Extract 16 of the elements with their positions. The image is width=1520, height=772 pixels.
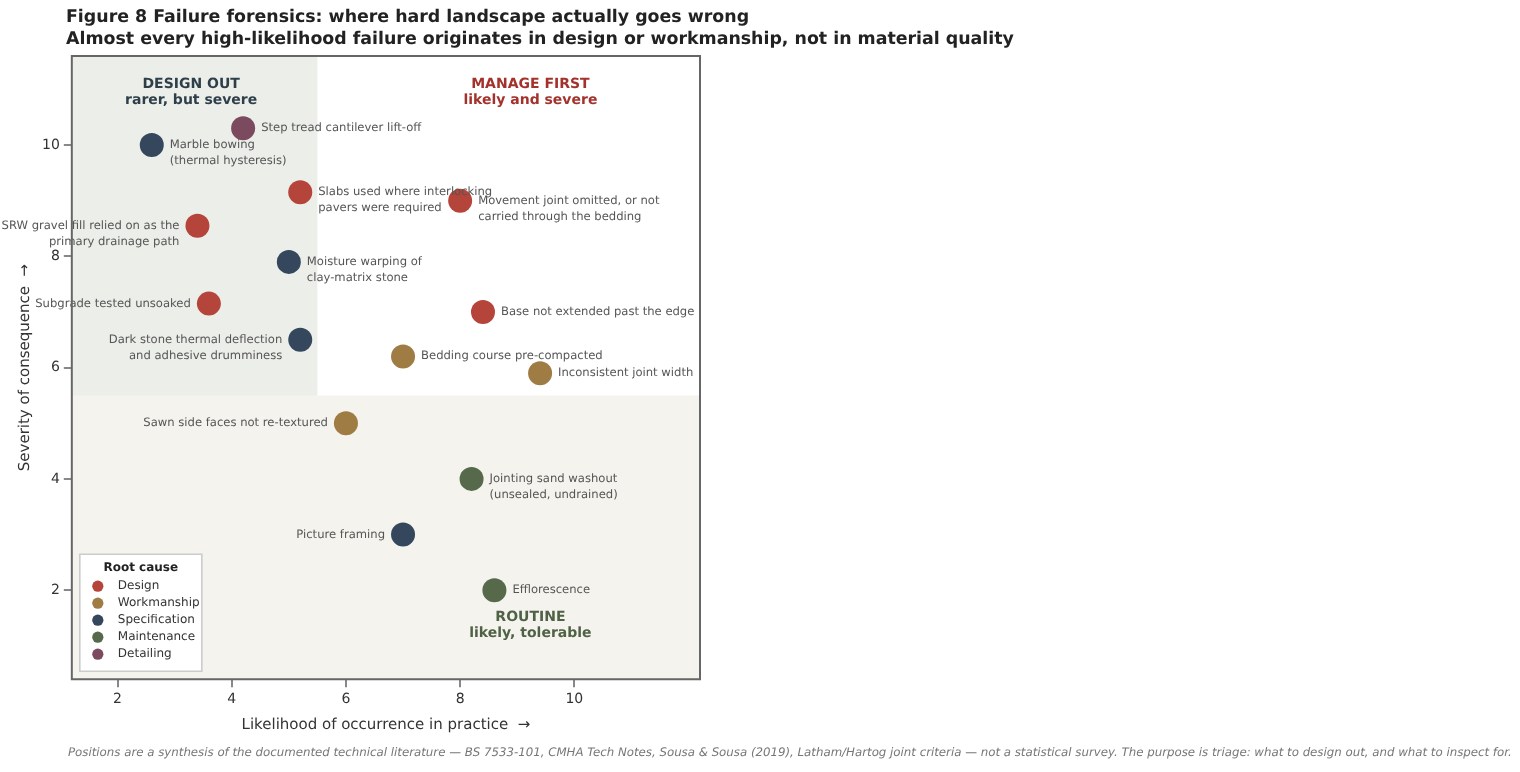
point <box>139 133 164 158</box>
point <box>391 344 416 369</box>
point <box>196 291 221 316</box>
point <box>528 361 553 386</box>
point <box>333 411 358 436</box>
point <box>470 299 495 324</box>
point <box>459 466 484 491</box>
point <box>482 578 507 603</box>
point <box>391 522 416 547</box>
point <box>231 116 256 141</box>
chart-title: Figure 8 Failure forensics: where hard landscape actually goes wrong <box>66 8 752 30</box>
chart-subtitle: Almost every high-likelihood failure originates in design or workmanship, not in material quality <box>66 30 1014 52</box>
point <box>288 180 313 205</box>
point <box>288 327 313 352</box>
point <box>185 213 210 238</box>
point <box>276 249 301 274</box>
